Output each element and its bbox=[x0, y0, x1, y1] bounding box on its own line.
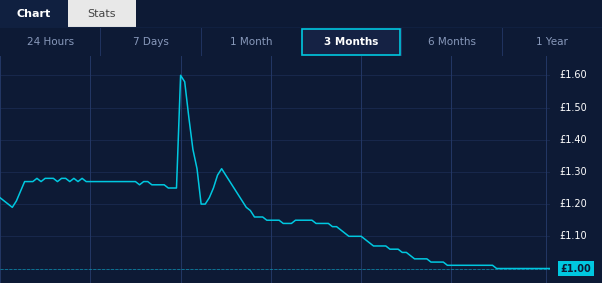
FancyBboxPatch shape bbox=[68, 0, 136, 28]
FancyBboxPatch shape bbox=[302, 29, 400, 55]
Text: £1.50: £1.50 bbox=[559, 102, 587, 113]
Text: £1.20: £1.20 bbox=[559, 199, 587, 209]
Text: 1 Month: 1 Month bbox=[229, 37, 272, 47]
Text: £1.30: £1.30 bbox=[559, 167, 587, 177]
Text: 1 Year: 1 Year bbox=[536, 37, 568, 47]
FancyBboxPatch shape bbox=[0, 0, 68, 28]
Text: £1.00: £1.00 bbox=[560, 263, 591, 273]
Text: Stats: Stats bbox=[88, 9, 116, 19]
Text: 7 Days: 7 Days bbox=[132, 37, 169, 47]
Text: Chart: Chart bbox=[17, 9, 51, 19]
Text: 6 Months: 6 Months bbox=[427, 37, 476, 47]
Text: £1.10: £1.10 bbox=[559, 231, 587, 241]
Text: £1.60: £1.60 bbox=[559, 70, 587, 80]
Text: £1.40: £1.40 bbox=[559, 135, 587, 145]
Text: 3 Months: 3 Months bbox=[324, 37, 378, 47]
Text: 24 Hours: 24 Hours bbox=[26, 37, 73, 47]
